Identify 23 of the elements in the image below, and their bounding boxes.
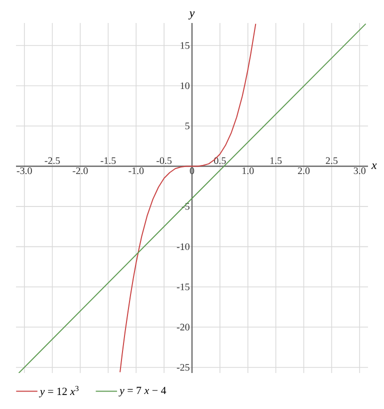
x2-tick-label: 2.5: [326, 157, 338, 164]
y-tick-label: -15: [176, 284, 190, 290]
x-tick-label: 3.0: [354, 167, 366, 174]
y-tick-label: -25: [176, 364, 190, 371]
y-tick-label: -20: [176, 324, 190, 330]
x-tick-label: 2.0: [298, 167, 310, 174]
x-tick-label: -2.0: [72, 167, 88, 174]
x2-tick-label: -1.5: [100, 157, 116, 164]
y-axis-title: y: [188, 11, 195, 20]
x2-tick-label: -2.5: [44, 157, 60, 164]
x2-tick-label: -0.5: [156, 157, 172, 164]
y-tick-label: 15: [180, 42, 190, 49]
x2-tick-label: 1.5: [270, 157, 282, 164]
x-tick-label: -3.0: [16, 167, 32, 174]
x2-tick-label: 0.5: [214, 157, 226, 164]
x-tick-label: 1.0: [242, 167, 254, 174]
y-tick-label: -10: [176, 243, 190, 250]
y-tick-label: 10: [180, 82, 190, 90]
legend-label: y = 12 x$^{3}$: [38, 386, 79, 398]
x-tick-label: -1.0: [128, 167, 144, 174]
x-axis-title: x: [371, 163, 377, 169]
y-tick-label: 5: [185, 122, 190, 130]
legend-label: y = 7 x − 4: [118, 386, 166, 396]
